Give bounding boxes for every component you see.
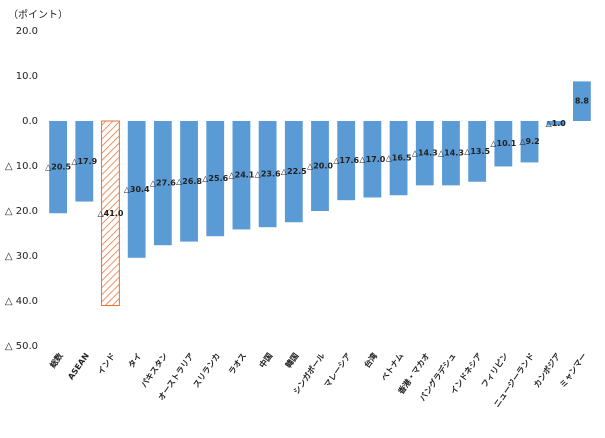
y-tick-label: 10.0 <box>16 71 38 82</box>
value-label: △14.3 <box>438 149 464 158</box>
value-label: △17.0 <box>359 155 385 164</box>
value-label: △27.6 <box>150 179 176 188</box>
bar <box>258 121 277 228</box>
value-label: △24.1 <box>228 171 254 180</box>
x-tick-label: 台湾 <box>362 351 379 370</box>
x-tick-label: スリランカ <box>192 351 222 389</box>
bar <box>573 81 591 121</box>
value-label: △26.8 <box>176 177 202 186</box>
bar <box>468 121 487 182</box>
value-label: △1.0 <box>546 119 567 128</box>
bar <box>442 121 460 186</box>
value-label: △20.5 <box>45 163 71 172</box>
y-tick-label: △ 40.0 <box>5 296 38 307</box>
bar <box>284 121 303 223</box>
y-tick-label: △ 50.0 <box>5 341 38 352</box>
value-label: △23.6 <box>255 170 281 179</box>
value-label: △10.1 <box>490 139 516 148</box>
bar <box>494 121 513 167</box>
bar <box>415 121 434 186</box>
bar <box>206 121 225 237</box>
bar <box>337 121 356 201</box>
x-tick-label: タイ <box>126 351 143 370</box>
bar <box>127 121 146 258</box>
bar <box>520 121 539 163</box>
value-label: △30.4 <box>124 185 150 194</box>
bar <box>101 120 120 306</box>
bar <box>75 121 94 202</box>
x-tick-label: 総数 <box>47 350 65 370</box>
x-tick-label: ベトナム <box>380 351 406 382</box>
y-tick-label: △ 20.0 <box>5 206 38 217</box>
bar <box>311 121 329 211</box>
bar <box>232 121 251 230</box>
x-tick-label: ミャンマー <box>558 351 588 389</box>
y-tick-label: 0.0 <box>22 116 38 127</box>
bar <box>363 121 382 198</box>
bar <box>546 121 565 126</box>
y-axis-label: （ポイント） <box>8 9 68 21</box>
value-label: 8.8 <box>575 97 590 106</box>
y-tick-label: 20.0 <box>16 26 38 37</box>
bar <box>153 121 172 246</box>
value-label: △9.2 <box>519 137 539 146</box>
value-label: △17.6 <box>333 156 359 165</box>
y-tick-label: △ 30.0 <box>5 251 38 262</box>
value-label: △20.0 <box>307 162 333 171</box>
value-label: △13.5 <box>464 147 490 156</box>
value-label: △16.5 <box>386 154 412 163</box>
x-tick-label: 中国 <box>257 351 274 370</box>
x-tick-label: マレーシア <box>323 351 353 389</box>
value-label: △14.3 <box>412 149 438 158</box>
x-tick-label: ASEAN <box>66 351 91 381</box>
x-tick-label: インド <box>96 351 117 376</box>
bar <box>389 121 408 196</box>
x-tick-label: ラオス <box>227 351 248 376</box>
value-label: △22.5 <box>281 167 307 176</box>
bar <box>49 121 67 214</box>
bar <box>180 121 198 242</box>
value-label: △25.6 <box>202 174 228 183</box>
value-label: △41.0 <box>98 209 124 218</box>
x-tick-label: 韓国 <box>283 351 300 370</box>
value-label: △17.9 <box>71 157 97 166</box>
y-tick-label: △ 10.0 <box>5 161 38 172</box>
